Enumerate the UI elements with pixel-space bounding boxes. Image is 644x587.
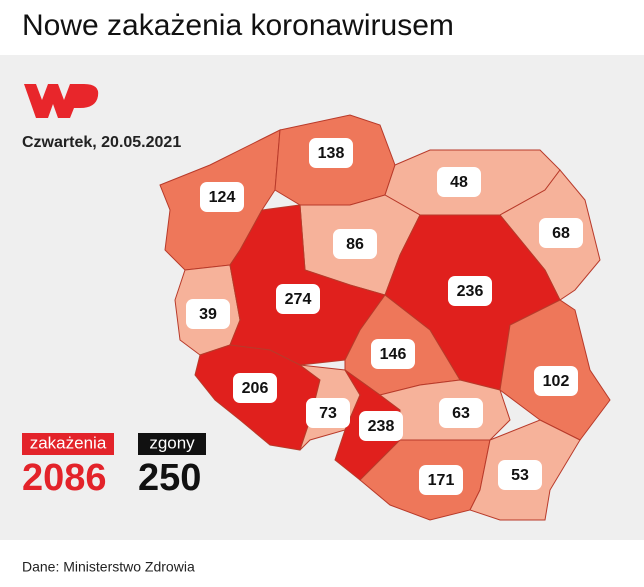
cases-label: zakażenia [30,433,107,452]
source: Dane: Ministerstwo Zdrowia [22,559,195,575]
cases-label-box [22,433,114,455]
region-value: 73 [319,405,337,422]
region-label-box [448,276,492,306]
region-value: 171 [428,472,455,489]
region-label-box [371,339,415,369]
region-label-box [309,138,353,168]
region-value: 68 [552,225,570,242]
region-value: 238 [368,418,395,435]
region-value: 53 [511,467,529,484]
region-label-box [359,411,403,441]
deaths-total: 250 [138,457,201,499]
region-value: 274 [285,291,312,308]
title: Nowe zakażenia koronawirusem [22,9,454,42]
region-value: 206 [242,380,269,397]
region-value: 48 [450,174,468,191]
region-value: 146 [380,346,407,363]
region-value: 138 [318,145,345,162]
region-label-box [534,366,578,396]
region-value: 39 [199,306,217,323]
deaths-label-box [138,433,206,455]
map: 124 138 48 68 86 39 274 236 146 102 206 73 238 63 171 5… [159,114,611,521]
region-label-box [498,460,542,490]
region-value: 124 [209,189,236,206]
region-label-box [276,284,320,314]
region-label-box [419,465,463,495]
region-label-box [539,218,583,248]
cases-total: 2086 [22,457,107,499]
region-label-box [200,182,244,212]
region-value: 63 [452,405,470,422]
deaths-label: zgony [149,433,195,452]
date: Czwartek, 20.05.2021 [22,134,181,151]
region-value: 86 [346,236,364,253]
region-value: 102 [543,373,570,390]
region-label-box [437,167,481,197]
region-label-box [439,398,483,428]
logo [24,84,99,118]
region-label-box [333,229,377,259]
region-label-box [306,398,350,428]
region-label-box [186,299,230,329]
region-label-box [233,373,277,403]
region-value: 236 [457,283,484,300]
